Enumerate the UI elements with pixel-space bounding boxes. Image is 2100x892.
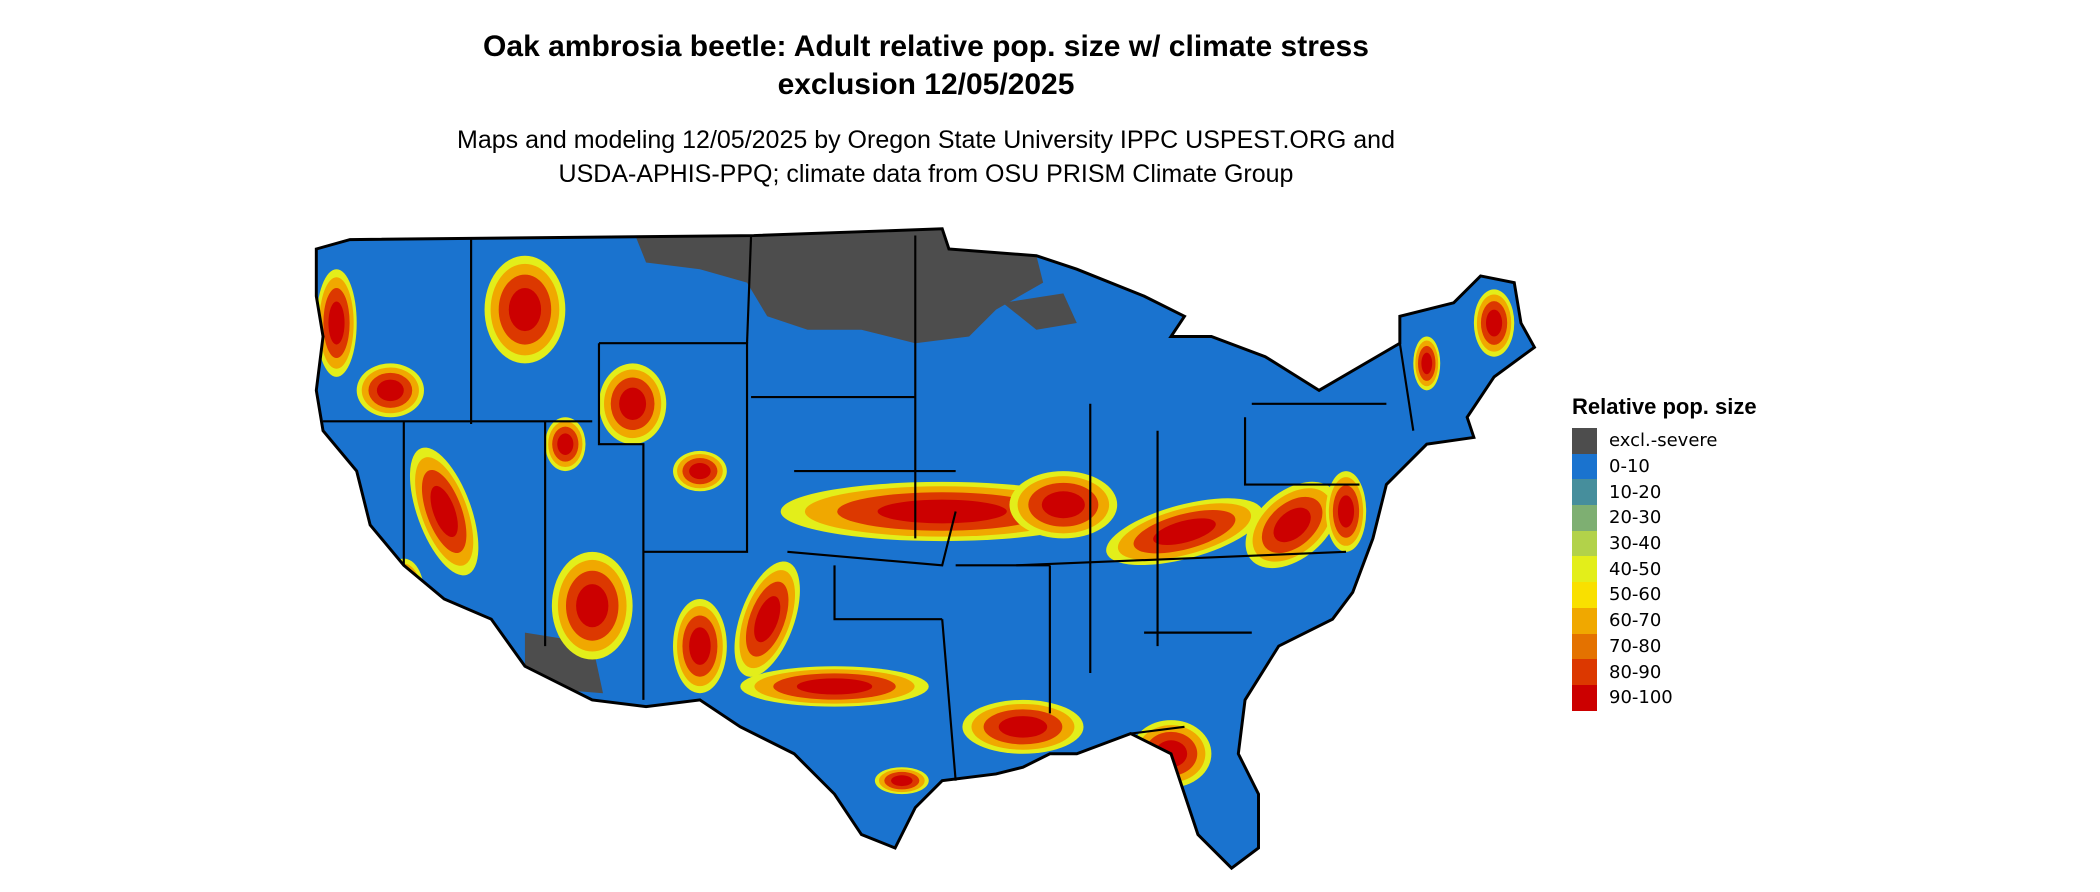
- population-patch: [689, 627, 711, 665]
- state-border: [1398, 343, 1415, 431]
- excluded-region-upper-peninsula: [1002, 293, 1077, 330]
- population-patch: [619, 387, 647, 420]
- legend-swatch: [1572, 453, 1597, 480]
- state-border: [1016, 550, 1347, 567]
- state-border: [833, 565, 943, 621]
- population-patch: [395, 578, 412, 606]
- population-patch: [1337, 495, 1355, 528]
- population-patch: [1485, 309, 1503, 337]
- legend-item: 90-100: [1572, 684, 1757, 711]
- map-subtitle-line-1: Maps and modeling 12/05/2025 by Oregon S…: [457, 126, 1395, 154]
- state-border: [598, 342, 749, 553]
- population-patch: [383, 558, 424, 626]
- legend-item: 20-30: [1572, 505, 1757, 531]
- legend-label: 10-20: [1609, 481, 1662, 503]
- population-patch: [430, 485, 458, 538]
- map-title-line-2: exclusion 12/05/2025: [777, 68, 1075, 101]
- legend-swatch: [1572, 479, 1597, 506]
- population-patch: [1273, 507, 1311, 543]
- state-border: [941, 619, 957, 781]
- legend-label: 0-10: [1609, 456, 1650, 478]
- legend-label: 80-90: [1609, 661, 1662, 683]
- state-border: [787, 511, 957, 567]
- population-patch: [1153, 518, 1216, 546]
- legend-label: excl.-severe: [1609, 430, 1718, 452]
- population-patch: [1041, 491, 1085, 519]
- population-patch: [376, 379, 404, 402]
- map-subtitle-line-2: USDA-APHIS-PPQ; climate data from OSU PR…: [558, 160, 1294, 188]
- population-patch: [328, 301, 345, 345]
- legend-item: 50-60: [1572, 582, 1757, 608]
- legend-title: Relative pop. size: [1572, 394, 1757, 419]
- population-patch: [877, 499, 1007, 524]
- legend-swatch: [1572, 556, 1597, 583]
- state-borders: [323, 235, 1415, 781]
- excluded-region-northern-plains: [632, 228, 1044, 344]
- legend-swatch: [1572, 505, 1597, 531]
- legend-label: 70-80: [1609, 635, 1662, 657]
- population-patch: [796, 678, 873, 695]
- legend-item: 0-10: [1572, 453, 1757, 480]
- state-border: [1243, 417, 1360, 486]
- legend-item: excl.-severe: [1572, 428, 1757, 454]
- population-patch: [576, 584, 609, 628]
- legend-item: 30-40: [1572, 530, 1757, 557]
- legend-swatch: [1572, 582, 1597, 608]
- legend-item: 80-90: [1572, 659, 1757, 685]
- state-border: [597, 343, 645, 700]
- legend-label: 20-30: [1609, 507, 1662, 529]
- map-title-line-1: Oak ambrosia beetle: Adult relative pop.…: [483, 30, 1369, 63]
- state-border: [1130, 725, 1185, 735]
- population-patch: [557, 433, 574, 455]
- legend-swatch: [1572, 684, 1597, 711]
- state-border: [745, 235, 753, 344]
- population-patch: [386, 563, 421, 621]
- population-patch: [998, 716, 1048, 738]
- legend-swatch: [1572, 607, 1597, 634]
- legend: Relative pop. size excl.-severe 0-10 10-20…: [1572, 394, 1757, 711]
- legend-label: 50-60: [1609, 584, 1662, 606]
- legend-item: 60-70: [1572, 607, 1757, 634]
- population-patch: [390, 570, 417, 615]
- population-patch: [508, 288, 542, 332]
- population-patch: [689, 463, 711, 480]
- legend-swatch: [1572, 633, 1597, 660]
- population-patch: [1421, 352, 1433, 375]
- legend-swatch: [1572, 530, 1597, 557]
- legend-label: 60-70: [1609, 610, 1662, 632]
- conus-border: [314, 227, 1537, 871]
- population-overlay: [316, 228, 1515, 795]
- legend-label: 40-50: [1609, 558, 1662, 580]
- legend-item: 10-20: [1572, 479, 1757, 506]
- legend-label: 90-100: [1609, 687, 1673, 709]
- legend-item: 70-80: [1572, 633, 1757, 660]
- legend-swatch: [1572, 428, 1597, 454]
- legend-item: 40-50: [1572, 556, 1757, 583]
- population-patch: [754, 596, 781, 643]
- legend-swatch: [1572, 659, 1597, 685]
- legend-label: 30-40: [1609, 533, 1662, 555]
- population-patch: [891, 775, 913, 787]
